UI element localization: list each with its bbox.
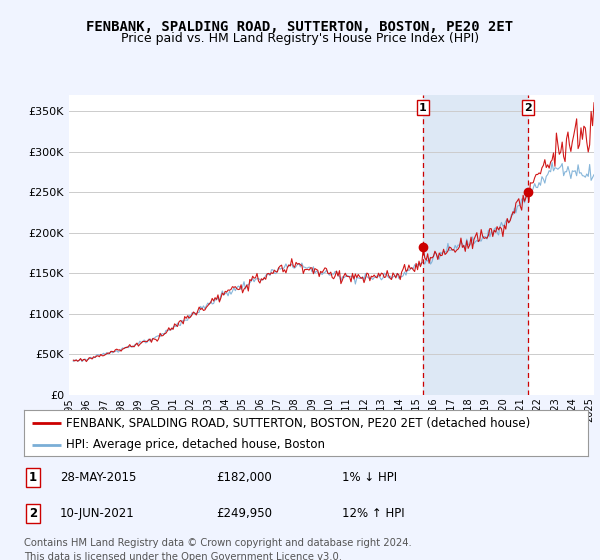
Text: 2: 2	[29, 507, 37, 520]
Text: 28-MAY-2015: 28-MAY-2015	[60, 471, 136, 484]
Text: £249,950: £249,950	[216, 507, 272, 520]
Text: 10-JUN-2021: 10-JUN-2021	[60, 507, 135, 520]
Text: £182,000: £182,000	[216, 471, 272, 484]
Text: 1: 1	[419, 102, 427, 113]
Text: 12% ↑ HPI: 12% ↑ HPI	[342, 507, 404, 520]
Text: HPI: Average price, detached house, Boston: HPI: Average price, detached house, Bost…	[66, 438, 325, 451]
Bar	[423, 95, 528, 395]
Text: 2: 2	[524, 102, 532, 113]
Text: 1: 1	[29, 471, 37, 484]
Text: Contains HM Land Registry data © Crown copyright and database right 2024.
This d: Contains HM Land Registry data © Crown c…	[24, 538, 412, 560]
Text: Price paid vs. HM Land Registry's House Price Index (HPI): Price paid vs. HM Land Registry's House …	[121, 32, 479, 45]
Text: FENBANK, SPALDING ROAD, SUTTERTON, BOSTON, PE20 2ET: FENBANK, SPALDING ROAD, SUTTERTON, BOSTO…	[86, 20, 514, 34]
Text: 1% ↓ HPI: 1% ↓ HPI	[342, 471, 397, 484]
Text: FENBANK, SPALDING ROAD, SUTTERTON, BOSTON, PE20 2ET (detached house): FENBANK, SPALDING ROAD, SUTTERTON, BOSTO…	[66, 417, 530, 430]
